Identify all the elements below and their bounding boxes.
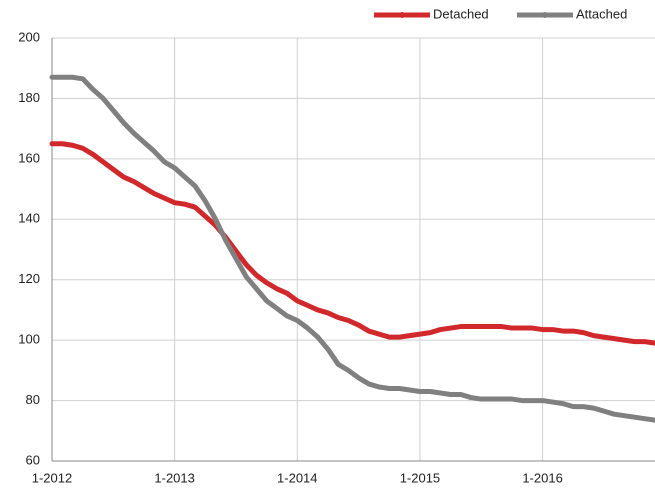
- y-tick-label: 160: [18, 150, 40, 165]
- y-tick-label: 100: [18, 332, 40, 347]
- x-tick-label: 1-2012: [32, 470, 72, 485]
- x-tick-label: 1-2013: [154, 470, 194, 485]
- x-tick-label: 1-2015: [400, 470, 440, 485]
- y-tick-label: 120: [18, 271, 40, 286]
- y-tick-label: 80: [26, 392, 40, 407]
- legend-marker: [542, 12, 548, 18]
- legend-label: Detached: [433, 6, 489, 21]
- y-tick-label: 200: [18, 29, 40, 44]
- y-tick-label: 60: [26, 452, 40, 467]
- legend-label: Attached: [576, 6, 627, 21]
- y-tick-label: 140: [18, 211, 40, 226]
- x-tick-label: 1-2014: [277, 470, 317, 485]
- y-tick-label: 180: [18, 90, 40, 105]
- series-line: [49, 141, 655, 346]
- x-tick-label: 1-2016: [522, 470, 562, 485]
- legend-marker: [399, 12, 405, 18]
- series-line: [49, 74, 655, 423]
